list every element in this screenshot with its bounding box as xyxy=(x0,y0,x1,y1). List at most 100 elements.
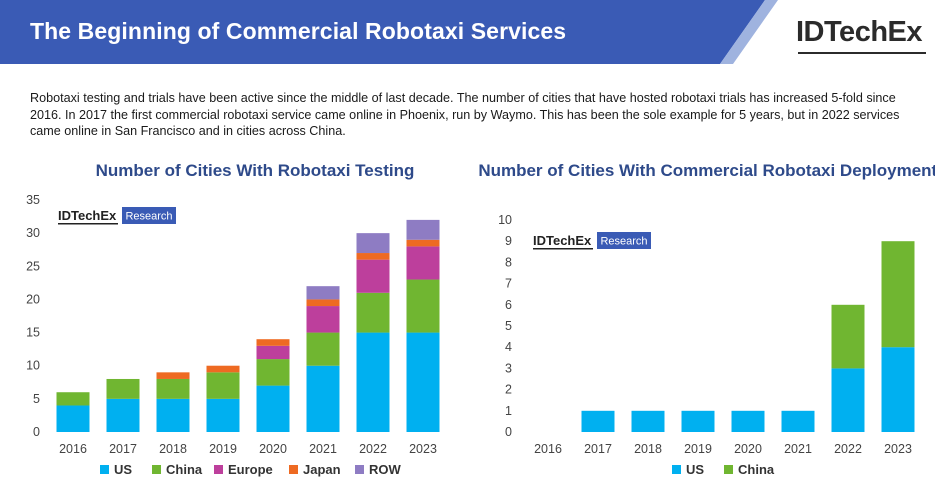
header-banner xyxy=(0,0,778,64)
brand-logo-underline xyxy=(798,52,926,54)
commercial-bar-us-2021 xyxy=(781,410,815,432)
testing-legend-label-row: ROW xyxy=(369,462,402,477)
testing-bar-china-2020 xyxy=(256,359,290,386)
testing-bar-japan-2022 xyxy=(356,253,390,260)
commercial-watermark-brand: IDTechEx xyxy=(533,233,592,248)
commercial-watermark-underline xyxy=(533,248,593,250)
commercial-bar-us-2019 xyxy=(681,410,715,432)
commercial-xtick-label: 2022 xyxy=(834,442,862,456)
commercial-xtick-label: 2018 xyxy=(634,442,662,456)
commercial-ytick-label: 9 xyxy=(505,234,512,248)
commercial-ytick-label: 6 xyxy=(505,298,512,312)
testing-bar-china-2021 xyxy=(306,332,340,366)
commercial-bar-us-2022 xyxy=(831,368,865,432)
testing-legend-label-europe: Europe xyxy=(228,462,273,477)
testing-xtick-label: 2017 xyxy=(109,442,137,456)
testing-bar-us-2022 xyxy=(356,332,390,432)
testing-bar-china-2018 xyxy=(156,378,190,399)
testing-bar-us-2019 xyxy=(206,398,240,432)
testing-ytick-label: 35 xyxy=(26,193,40,207)
testing-bar-china-2023 xyxy=(406,279,440,333)
testing-bar-europe-2020 xyxy=(256,345,290,360)
commercial-legend-swatch-china xyxy=(724,465,733,474)
brand-logo: IDTechEx xyxy=(796,16,923,48)
testing-xtick-label: 2016 xyxy=(59,442,87,456)
testing-xtick-label: 2020 xyxy=(259,442,287,456)
testing-xtick-label: 2023 xyxy=(409,442,437,456)
commercial-bar-us-2023 xyxy=(881,347,915,432)
testing-bar-us-2023 xyxy=(406,332,440,432)
commercial-legend-swatch-us xyxy=(672,465,681,474)
commercial-legend-label-us: US xyxy=(686,462,704,477)
commercial-watermark-tag: Research xyxy=(600,236,647,248)
commercial-bar-us-2018 xyxy=(631,410,665,432)
testing-watermark-tag-box xyxy=(122,207,176,224)
testing-bar-china-2016 xyxy=(56,392,90,406)
commercial-bar-us-2017 xyxy=(581,410,615,432)
testing-legend-label-japan: Japan xyxy=(303,462,341,477)
commercial-ytick-label: 5 xyxy=(505,319,512,333)
commercial-ytick-label: 10 xyxy=(498,213,512,227)
commercial-ytick-label: 4 xyxy=(505,340,512,354)
testing-ytick-label: 30 xyxy=(26,226,40,240)
testing-bar-china-2019 xyxy=(206,372,240,399)
testing-bar-us-2018 xyxy=(156,398,190,432)
testing-bar-europe-2023 xyxy=(406,246,440,280)
testing-bar-row-2021 xyxy=(306,286,340,300)
testing-legend-swatch-row xyxy=(355,465,364,474)
testing-ytick-label: 5 xyxy=(33,392,40,406)
testing-legend-label-us: US xyxy=(114,462,132,477)
testing-bar-row-2023 xyxy=(406,219,440,240)
testing-ytick-label: 25 xyxy=(26,259,40,273)
testing-legend-swatch-europe xyxy=(214,465,223,474)
testing-bar-europe-2021 xyxy=(306,306,340,333)
commercial-xtick-label: 2020 xyxy=(734,442,762,456)
testing-legend-label-china: China xyxy=(166,462,203,477)
testing-legend-swatch-china xyxy=(152,465,161,474)
testing-legend-swatch-japan xyxy=(289,465,298,474)
commercial-xtick-label: 2019 xyxy=(684,442,712,456)
testing-bar-japan-2020 xyxy=(256,339,290,346)
commercial-ytick-label: 7 xyxy=(505,277,512,291)
testing-xtick-label: 2022 xyxy=(359,442,387,456)
testing-bar-us-2016 xyxy=(56,405,90,432)
chart-title-testing: Number of Cities With Robotaxi Testing xyxy=(95,161,415,180)
testing-bar-japan-2021 xyxy=(306,299,340,307)
commercial-ytick-label: 0 xyxy=(505,425,512,439)
testing-ytick-label: 0 xyxy=(33,425,40,439)
testing-xtick-label: 2021 xyxy=(309,442,337,456)
commercial-xtick-label: 2016 xyxy=(534,442,562,456)
testing-watermark-underline xyxy=(58,223,118,225)
banner-accent-stripe xyxy=(720,0,778,64)
commercial-legend-label-china: China xyxy=(738,462,775,477)
page-title: The Beginning of Commercial Robotaxi Ser… xyxy=(30,18,567,44)
commercial-ytick-label: 2 xyxy=(505,383,512,397)
commercial-ytick-label: 3 xyxy=(505,361,512,375)
testing-bar-china-2022 xyxy=(356,292,390,333)
commercial-xtick-label: 2023 xyxy=(884,442,912,456)
commercial-bar-us-2020 xyxy=(731,410,765,432)
commercial-ytick-label: 1 xyxy=(505,404,512,418)
testing-bar-japan-2018 xyxy=(156,372,190,379)
testing-bar-row-2022 xyxy=(356,233,390,254)
commercial-watermark-tag-box xyxy=(597,232,651,249)
testing-ytick-label: 15 xyxy=(26,326,40,340)
testing-bar-japan-2019 xyxy=(206,365,240,373)
commercial-ytick-label: 8 xyxy=(505,255,512,269)
testing-bar-china-2017 xyxy=(106,378,140,399)
commercial-xtick-label: 2017 xyxy=(584,442,612,456)
testing-bar-us-2017 xyxy=(106,398,140,432)
testing-watermark-brand: IDTechEx xyxy=(58,208,117,223)
banner-background xyxy=(0,0,765,64)
testing-watermark-tag: Research xyxy=(125,211,172,223)
testing-xtick-label: 2019 xyxy=(209,442,237,456)
testing-legend-swatch-us xyxy=(100,465,109,474)
commercial-bar-china-2023 xyxy=(881,241,915,348)
testing-ytick-label: 10 xyxy=(26,359,40,373)
testing-xtick-label: 2018 xyxy=(159,442,187,456)
testing-bar-europe-2022 xyxy=(356,259,390,293)
commercial-bar-china-2022 xyxy=(831,304,865,369)
intro-paragraph: Robotaxi testing and trials have been ac… xyxy=(30,91,900,138)
